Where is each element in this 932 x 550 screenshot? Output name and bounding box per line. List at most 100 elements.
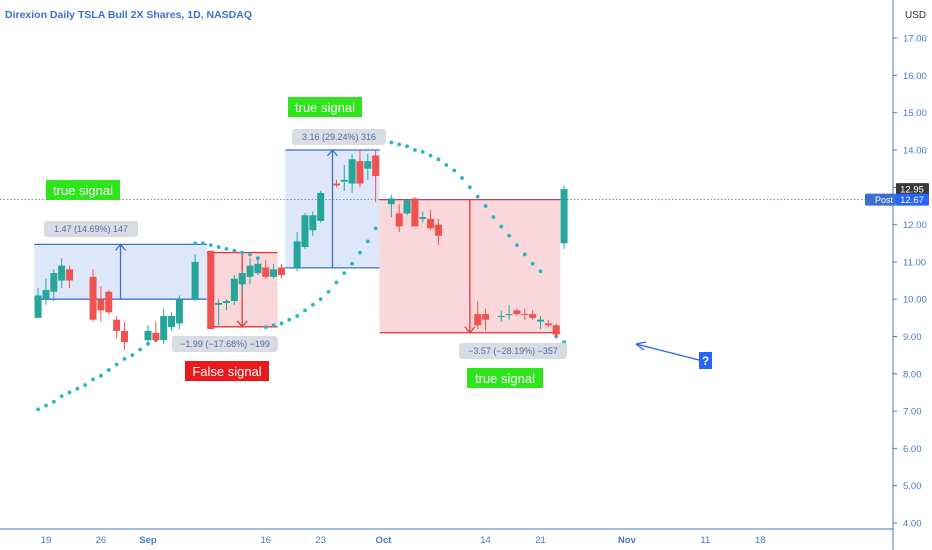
candle (120, 321, 128, 350)
last-price-tag: 12.95 (896, 183, 929, 196)
svg-text:−1.99 (−17.68%) −199: −1.99 (−17.68%) −199 (180, 339, 270, 349)
false-signal-label: False signal (185, 361, 269, 381)
time-tick-label: 26 (96, 535, 107, 546)
time-tick-label: 16 (260, 535, 271, 546)
candle (340, 164, 348, 192)
price-tick-label: 10.00 (903, 295, 927, 306)
psar-dot (44, 403, 48, 408)
time-tick-label: Sep (139, 535, 157, 546)
price-tick-label: 7.00 (903, 407, 922, 418)
price-tick-label: 8.00 (903, 369, 922, 380)
candle (89, 269, 97, 322)
time-tick-label: 21 (535, 535, 546, 546)
psar-dot (334, 280, 339, 285)
psar-dot (444, 163, 449, 167)
psar-dot (51, 399, 56, 404)
candle (270, 263, 278, 279)
psar-dot (295, 314, 300, 318)
candle (42, 278, 50, 305)
post-price-tag: Post 12.67 (865, 193, 929, 206)
candle (419, 211, 427, 223)
candle (427, 209, 435, 231)
psar-dot (303, 308, 307, 313)
symbol-title[interactable]: Direxion Daily TSLA Bull 2X Shares, 1D, … (5, 9, 252, 21)
candle (387, 194, 395, 218)
candles-layer (34, 150, 568, 350)
candle (364, 153, 372, 180)
true-signal-label-2: true signal (288, 97, 362, 117)
psar-dot (36, 407, 40, 412)
psar-dot (405, 144, 409, 149)
candle (168, 312, 176, 331)
psar-dot (75, 386, 80, 391)
svg-text:1.47 (14.69%) 147: 1.47 (14.69%) 147 (54, 224, 128, 234)
psar-dot (507, 233, 511, 238)
measure-box-3[interactable] (285, 148, 380, 269)
time-tick-label: Nov (618, 535, 637, 546)
price-tick-label: 14.00 (903, 146, 927, 157)
candle (372, 150, 380, 203)
svg-text:3.16 (29.24%) 316: 3.16 (29.24%) 316 (302, 132, 376, 142)
candle (395, 204, 403, 233)
candle (152, 321, 160, 343)
svg-text:true signal: true signal (475, 371, 535, 386)
psar-dot (342, 271, 347, 275)
price-tick-label: 6.00 (903, 444, 922, 455)
psar-dot (83, 383, 88, 387)
candle (246, 258, 254, 285)
psar-dot (248, 252, 252, 257)
candle (301, 213, 309, 249)
candle (521, 308, 529, 320)
psar-dot (232, 248, 237, 253)
candle (348, 153, 356, 193)
psar-dot (106, 368, 111, 372)
svg-text:Post: Post (875, 195, 894, 205)
svg-text:−3.57 (−28.19%) −357: −3.57 (−28.19%) −357 (468, 346, 558, 356)
time-tick-label: 19 (41, 535, 52, 546)
candle (254, 258, 262, 275)
psar-dot (114, 362, 119, 367)
candle (356, 150, 364, 188)
psar-dot (436, 157, 441, 162)
psar-dot (365, 239, 370, 244)
candle (207, 250, 215, 330)
psar-dot (491, 215, 496, 220)
psar-dot (67, 390, 72, 395)
candle (215, 299, 223, 326)
candle (105, 289, 113, 315)
psar-dot (389, 140, 394, 145)
candle (544, 319, 552, 328)
candle (552, 323, 560, 339)
psar-dot (138, 347, 143, 352)
candle (505, 304, 513, 320)
measure-label-4: −3.57 (−28.19%) −357 (459, 343, 567, 359)
candle (411, 196, 419, 227)
psar-dot (515, 243, 519, 248)
true-signal-label-1: true signal (46, 180, 120, 200)
price-tick-label: 4.00 (903, 519, 922, 530)
candle (529, 310, 537, 320)
psar-dot (271, 323, 276, 328)
psar-dot (475, 194, 480, 199)
psar-dot (373, 226, 378, 231)
candle (262, 260, 270, 279)
candle (277, 263, 285, 279)
candle (497, 310, 505, 322)
candle (238, 271, 246, 296)
psar-dot (201, 241, 205, 246)
price-tick-label: 12.00 (903, 220, 927, 231)
psar-dot (538, 269, 543, 274)
question-arrow-line (635, 343, 700, 361)
psar-dot (397, 142, 402, 147)
measure-label-3: 3.16 (29.24%) 316 (292, 129, 386, 145)
candle (191, 254, 199, 302)
svg-text:true signal: true signal (295, 100, 355, 115)
measure-box-4[interactable] (379, 198, 561, 334)
candle (560, 185, 568, 249)
candle (317, 191, 325, 223)
psar-dot (287, 317, 292, 322)
question-arrow-head (635, 341, 647, 351)
svg-text:12.95: 12.95 (900, 185, 924, 196)
candle (309, 211, 317, 236)
